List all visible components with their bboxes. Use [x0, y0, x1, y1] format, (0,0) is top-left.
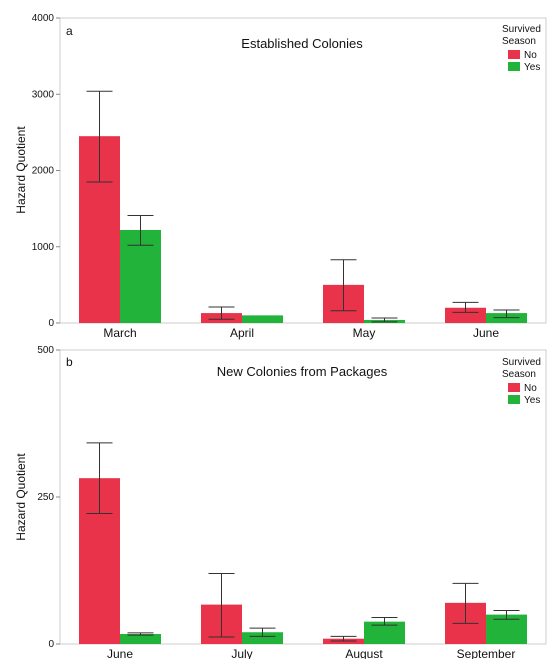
- x-tick-label: September: [457, 647, 516, 659]
- y-tick-label: 2000: [32, 166, 55, 177]
- x-tick-labels-a: March April May June: [103, 326, 499, 340]
- plot-frame-b: [59, 349, 547, 645]
- y-axis-label-b: Hazard Quotient: [14, 453, 28, 541]
- y-tick-label: 500: [37, 345, 54, 356]
- y-tick-label: 0: [48, 318, 54, 329]
- legend-entry-no-a: No: [524, 50, 537, 61]
- x-tick-label: June: [107, 647, 133, 659]
- bar-no-june: [445, 307, 486, 323]
- bar-yes-april: [242, 315, 283, 323]
- y-tick-label: 250: [37, 492, 54, 503]
- legend-a: Survived Season No Yes: [502, 24, 541, 73]
- bars-a: [79, 90, 527, 323]
- legend-title-b-line2: Season: [502, 369, 536, 380]
- legend-entry-no-b: No: [524, 383, 537, 394]
- y-tick-label: 0: [48, 639, 54, 650]
- legend-entry-yes-b: Yes: [524, 395, 540, 406]
- legend-b: Survived Season No Yes: [502, 357, 541, 406]
- bar-yes-june: [120, 634, 161, 644]
- y-ticks-b: 0 250 500: [37, 345, 60, 650]
- x-tick-label: April: [230, 326, 254, 340]
- y-tick-label: 1000: [32, 242, 55, 253]
- x-tick-label: July: [231, 647, 252, 659]
- x-tick-label: March: [103, 326, 136, 340]
- bars-b: [79, 442, 527, 644]
- legend-swatch-yes-a: [508, 62, 520, 71]
- x-tick-label: May: [353, 326, 376, 340]
- legend-swatch-no-b: [508, 383, 520, 392]
- panel-a: a Established Colonies Hazard Quotient 0…: [14, 13, 547, 340]
- panel-label-b: b: [66, 355, 73, 369]
- chart-title-a: Established Colonies: [241, 36, 363, 51]
- legend-title-b-line1: Survived: [502, 357, 541, 368]
- legend-title-a-line1: Survived: [502, 24, 541, 35]
- panel-label-a: a: [66, 24, 73, 38]
- y-ticks-a: 0 1000 2000 3000 4000: [32, 13, 60, 329]
- x-tick-label: June: [473, 326, 499, 340]
- y-tick-label: 4000: [32, 13, 55, 24]
- legend-entry-yes-a: Yes: [524, 62, 540, 73]
- y-axis-label-a: Hazard Quotient: [14, 126, 28, 214]
- legend-swatch-yes-b: [508, 395, 520, 404]
- panel-b: b New Colonies from Packages Hazard Quot…: [14, 345, 547, 659]
- x-tick-labels-b: June July August September: [107, 647, 515, 659]
- x-tick-label: August: [345, 647, 383, 659]
- y-tick-label: 3000: [32, 89, 55, 100]
- chart-title-b: New Colonies from Packages: [217, 364, 388, 379]
- legend-swatch-no-a: [508, 50, 520, 59]
- bar-yes-august: [364, 621, 405, 644]
- legend-title-a-line2: Season: [502, 36, 536, 47]
- bar-yes-july: [242, 632, 283, 644]
